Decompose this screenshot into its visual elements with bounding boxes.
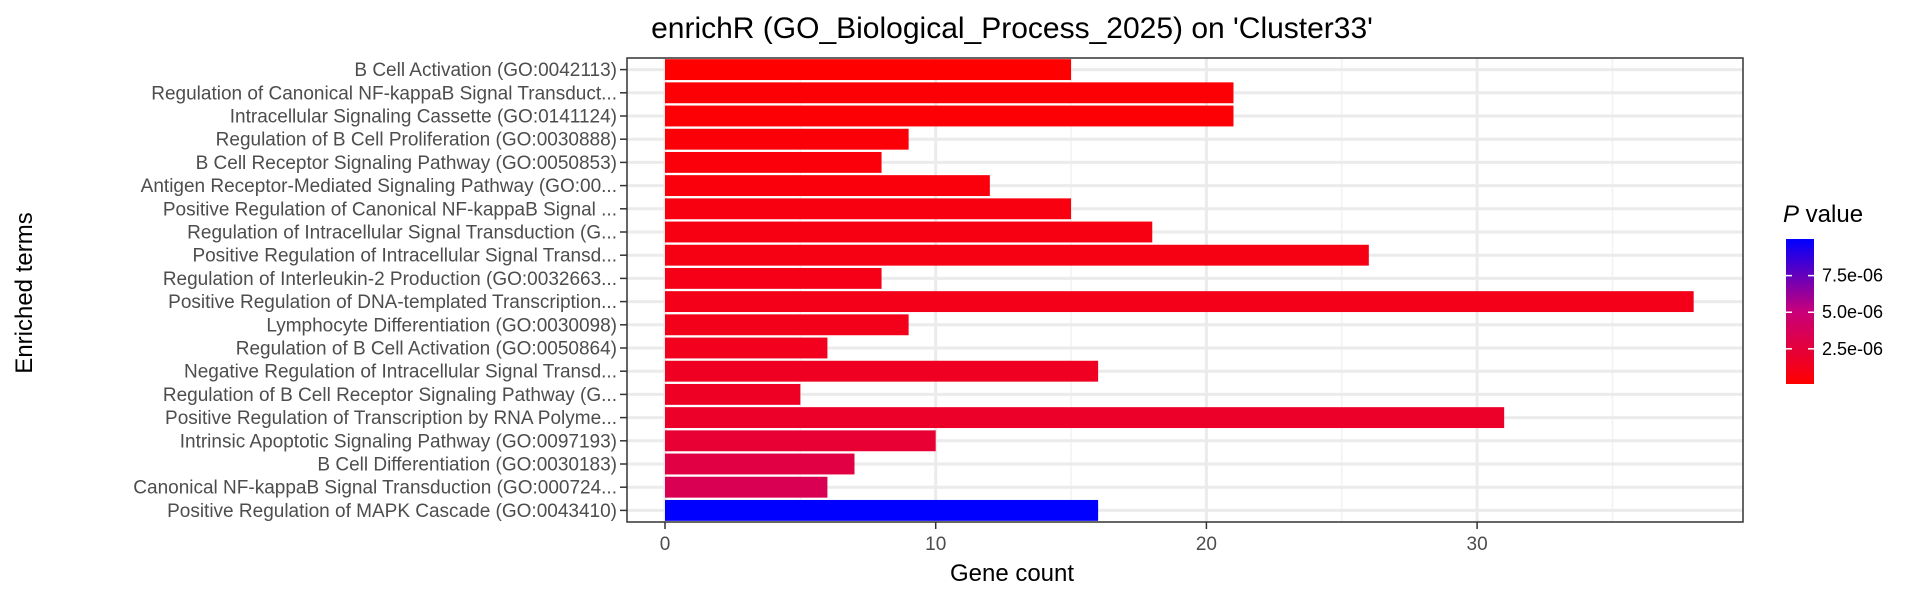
legend-title-italic: P <box>1783 201 1799 228</box>
y-tick-label: Regulation of Canonical NF-kappaB Signal… <box>151 83 617 104</box>
legend-tick-label: 7.5e-06 <box>1822 266 1883 286</box>
y-tick-label: Regulation of B Cell Proliferation (GO:0… <box>216 130 617 151</box>
bar <box>665 105 1234 127</box>
pvalue-legend: P value 2.5e-06 5.0e-06 7.5e-06 <box>1783 201 1883 384</box>
bar <box>665 476 828 498</box>
y-tick-label: Canonical NF-kappaB Signal Transduction … <box>133 478 617 499</box>
y-tick-label: Intracellular Signaling Cassette (GO:014… <box>230 107 617 128</box>
legend-title: P value <box>1783 201 1863 228</box>
bar <box>665 267 882 289</box>
y-tick-label: Positive Regulation of Intracellular Sig… <box>192 246 617 267</box>
x-tick-label: 20 <box>1196 534 1217 555</box>
x-tick-label: 10 <box>925 534 946 555</box>
legend-title-rest: value <box>1799 201 1863 228</box>
bar <box>665 337 828 359</box>
y-axis-tick-labels: B Cell Activation (GO:0042113)Regulation… <box>133 60 627 522</box>
y-tick-label: B Cell Activation (GO:0042113) <box>354 60 617 81</box>
y-tick-label: Regulation of Intracellular Signal Trans… <box>187 223 617 244</box>
legend-tick-label: 5.0e-06 <box>1822 302 1883 322</box>
chart-title: enrichR (GO_Biological_Process_2025) on … <box>651 12 1373 45</box>
bar <box>665 430 936 452</box>
y-tick-label: Regulation of B Cell Receptor Signaling … <box>163 385 617 406</box>
bar <box>665 314 909 336</box>
legend-tick-label: 2.5e-06 <box>1822 339 1883 359</box>
bar <box>665 360 1099 382</box>
x-axis-title: Gene count <box>950 560 1074 587</box>
legend-ticks: 2.5e-06 5.0e-06 7.5e-06 <box>1786 266 1883 359</box>
x-tick-label: 0 <box>660 534 671 555</box>
y-tick-label: Positive Regulation of DNA-templated Tra… <box>168 292 617 313</box>
y-tick-label: Negative Regulation of Intracellular Sig… <box>184 362 617 383</box>
x-axis-tick-labels: 0 10 20 30 <box>660 522 1488 555</box>
bar <box>665 82 1234 104</box>
y-tick-label: Lymphocyte Differentiation (GO:0030098) <box>266 315 617 336</box>
y-tick-label: Positive Regulation of Canonical NF-kapp… <box>163 199 617 220</box>
y-tick-label: Positive Regulation of Transcription by … <box>165 408 617 429</box>
bar <box>665 499 1099 521</box>
bar <box>665 175 990 197</box>
bar <box>665 59 1072 81</box>
bar <box>665 151 882 173</box>
plot-panel <box>626 57 1744 523</box>
bar <box>665 244 1369 266</box>
y-tick-label: B Cell Receptor Signaling Pathway (GO:00… <box>196 153 617 174</box>
y-axis-title: Enriched terms <box>11 212 38 373</box>
bar <box>665 291 1694 313</box>
bar <box>665 383 801 405</box>
bar <box>665 128 909 150</box>
y-tick-label: Regulation of Interleukin-2 Production (… <box>163 269 617 290</box>
plot-border <box>626 57 1744 523</box>
x-tick-label: 30 <box>1467 534 1488 555</box>
bar <box>665 221 1153 243</box>
y-tick-label: Antigen Receptor-Mediated Signaling Path… <box>141 176 617 197</box>
y-tick-label: Intrinsic Apoptotic Signaling Pathway (G… <box>180 431 617 452</box>
bar <box>665 198 1072 220</box>
y-tick-label: Regulation of B Cell Activation (GO:0050… <box>236 339 617 360</box>
plot-background <box>627 58 1743 522</box>
y-tick-label: Positive Regulation of MAPK Cascade (GO:… <box>167 501 617 522</box>
bar <box>665 407 1505 429</box>
y-tick-label: B Cell Differentiation (GO:0030183) <box>317 455 617 476</box>
bar <box>665 453 855 475</box>
